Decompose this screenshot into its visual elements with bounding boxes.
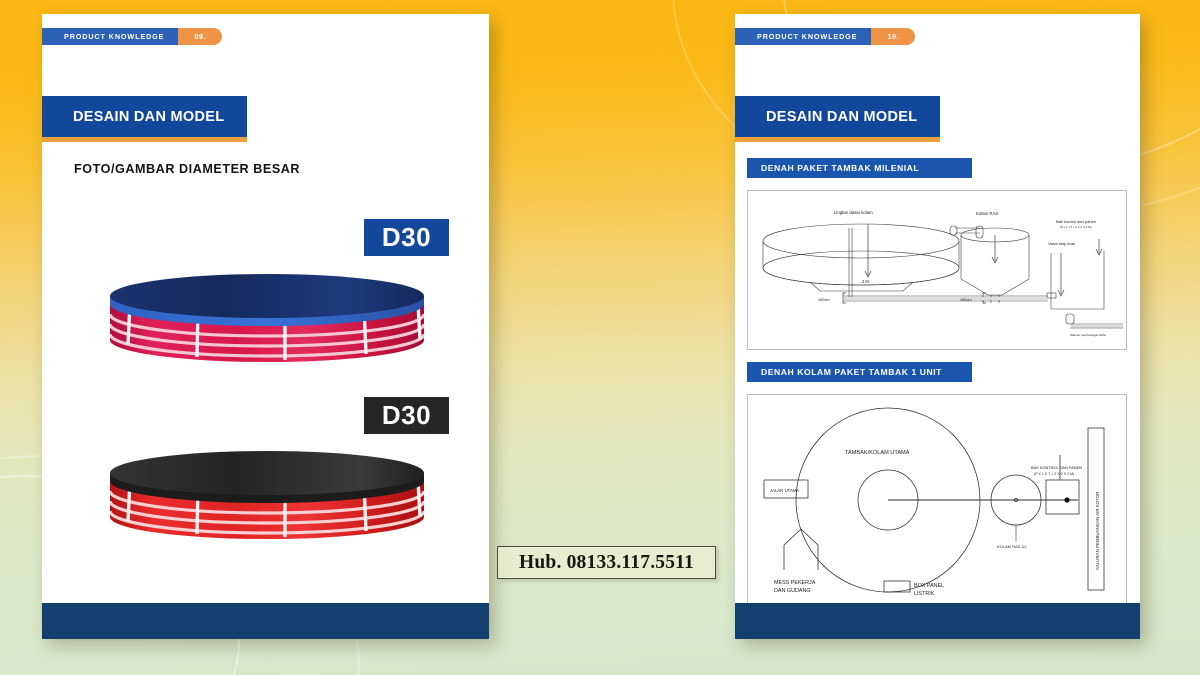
- badge-d30-black: D30: [364, 397, 449, 434]
- label-jalan-utama: JALAN UTAMA: [770, 488, 799, 493]
- section-title-block-right: DESAIN DAN MODEL: [735, 96, 940, 142]
- label-bak-kontrol-panen-dim: (P X L X T = 2 X 2 X 2 M): [1034, 472, 1074, 476]
- ribbon-denah-kolam-paket-tambak-1-unit: DENAH KOLAM PAKET TAMBAK 1 UNIT: [747, 362, 972, 382]
- label-50cm-left: ±50cm: [818, 297, 830, 302]
- tank-illustration-terpaulin: [102, 262, 432, 377]
- footer-bar-right: [735, 603, 1140, 639]
- badge-d30-blue: D30: [364, 219, 449, 256]
- page-number-badge: 09.: [178, 28, 223, 45]
- label-valve-stop-kran: Valve stop kran: [1048, 241, 1075, 246]
- label-bak-kontrol-dim: (P x L x T = 2 X 2 X 2 M): [1060, 225, 1091, 229]
- label-lingkar-dasar-kolam: Lingkar dasar kolam: [834, 210, 873, 215]
- subheading-left: FOTO/GAMBAR DIAMETER BESAR: [74, 162, 301, 176]
- ribbon-denah-paket-tambak-milenial: DENAH PAKET TAMBAK MILENIAL: [747, 158, 972, 178]
- slide-page-10[interactable]: PRODUCT KNOWLEDGE 10. DESAIN DAN MODEL D…: [735, 14, 1140, 639]
- label-2m: 2 M: [862, 279, 869, 284]
- top-tab-right: PRODUCT KNOWLEDGE 10.: [735, 28, 916, 45]
- slide-page-09[interactable]: PRODUCT KNOWLEDGE 09. DESAIN DAN MODEL F…: [42, 14, 489, 639]
- label-listrik: LISTRIK: [914, 591, 935, 597]
- label-tambak-kolam-utama: TAMBAK/KOLAM UTAMA: [845, 450, 910, 456]
- page-number-badge-right: 10.: [871, 28, 916, 45]
- label-bak-kontrol: Bak kontrol dan panen: [1056, 219, 1096, 224]
- label-mess-pekerja: MESS PEKERJA: [774, 580, 816, 586]
- label-kolam-ras-d2: KOLAM RAS D2: [997, 544, 1027, 549]
- tank-label-hdpe: HDPE: [238, 451, 252, 456]
- section-title-right: DESAIN DAN MODEL: [735, 96, 940, 142]
- label-kolam-ras: Kolam RAS: [976, 211, 998, 216]
- label-50cm-right: ±50cm: [960, 297, 972, 302]
- product-knowledge-label: PRODUCT KNOWLEDGE: [42, 28, 179, 45]
- section-title-block-left: DESAIN DAN MODEL: [42, 96, 247, 142]
- label-saluran-pembuangan-air-kotor: SALURAN PEMBUANGAN AIR KOTOR: [1095, 492, 1100, 570]
- label-dan-gudang: DAN GUDANG: [774, 588, 811, 594]
- contact-watermark: Hub. 08133.117.5511: [497, 546, 716, 579]
- section-title-left: DESAIN DAN MODEL: [42, 96, 247, 142]
- diagram-plan-frame: TAMBAK/KOLAM UTAMA BAK KONTROL DAN PANEN…: [747, 394, 1127, 606]
- label-box-panel: BOX PANEL: [914, 583, 944, 589]
- top-tab-left: PRODUCT KNOWLEDGE 09.: [42, 28, 223, 45]
- diagram-elevation-frame: Lingkar dasar kolam 2 M ±50cm ±50cm Kola…: [747, 190, 1127, 350]
- footer-bar-left: [42, 603, 489, 639]
- tank-label-terpaulin: Terpaulin: [230, 274, 251, 279]
- label-bak-kontrol-dan-panen: BAK KONTROL DAN PANEN: [1031, 465, 1082, 470]
- label-saluran-pembuangan-akhir: Saluran pembuangan akhir: [1070, 333, 1106, 337]
- tank-illustration-hdpe: [102, 439, 432, 554]
- product-knowledge-label-right: PRODUCT KNOWLEDGE: [735, 28, 872, 45]
